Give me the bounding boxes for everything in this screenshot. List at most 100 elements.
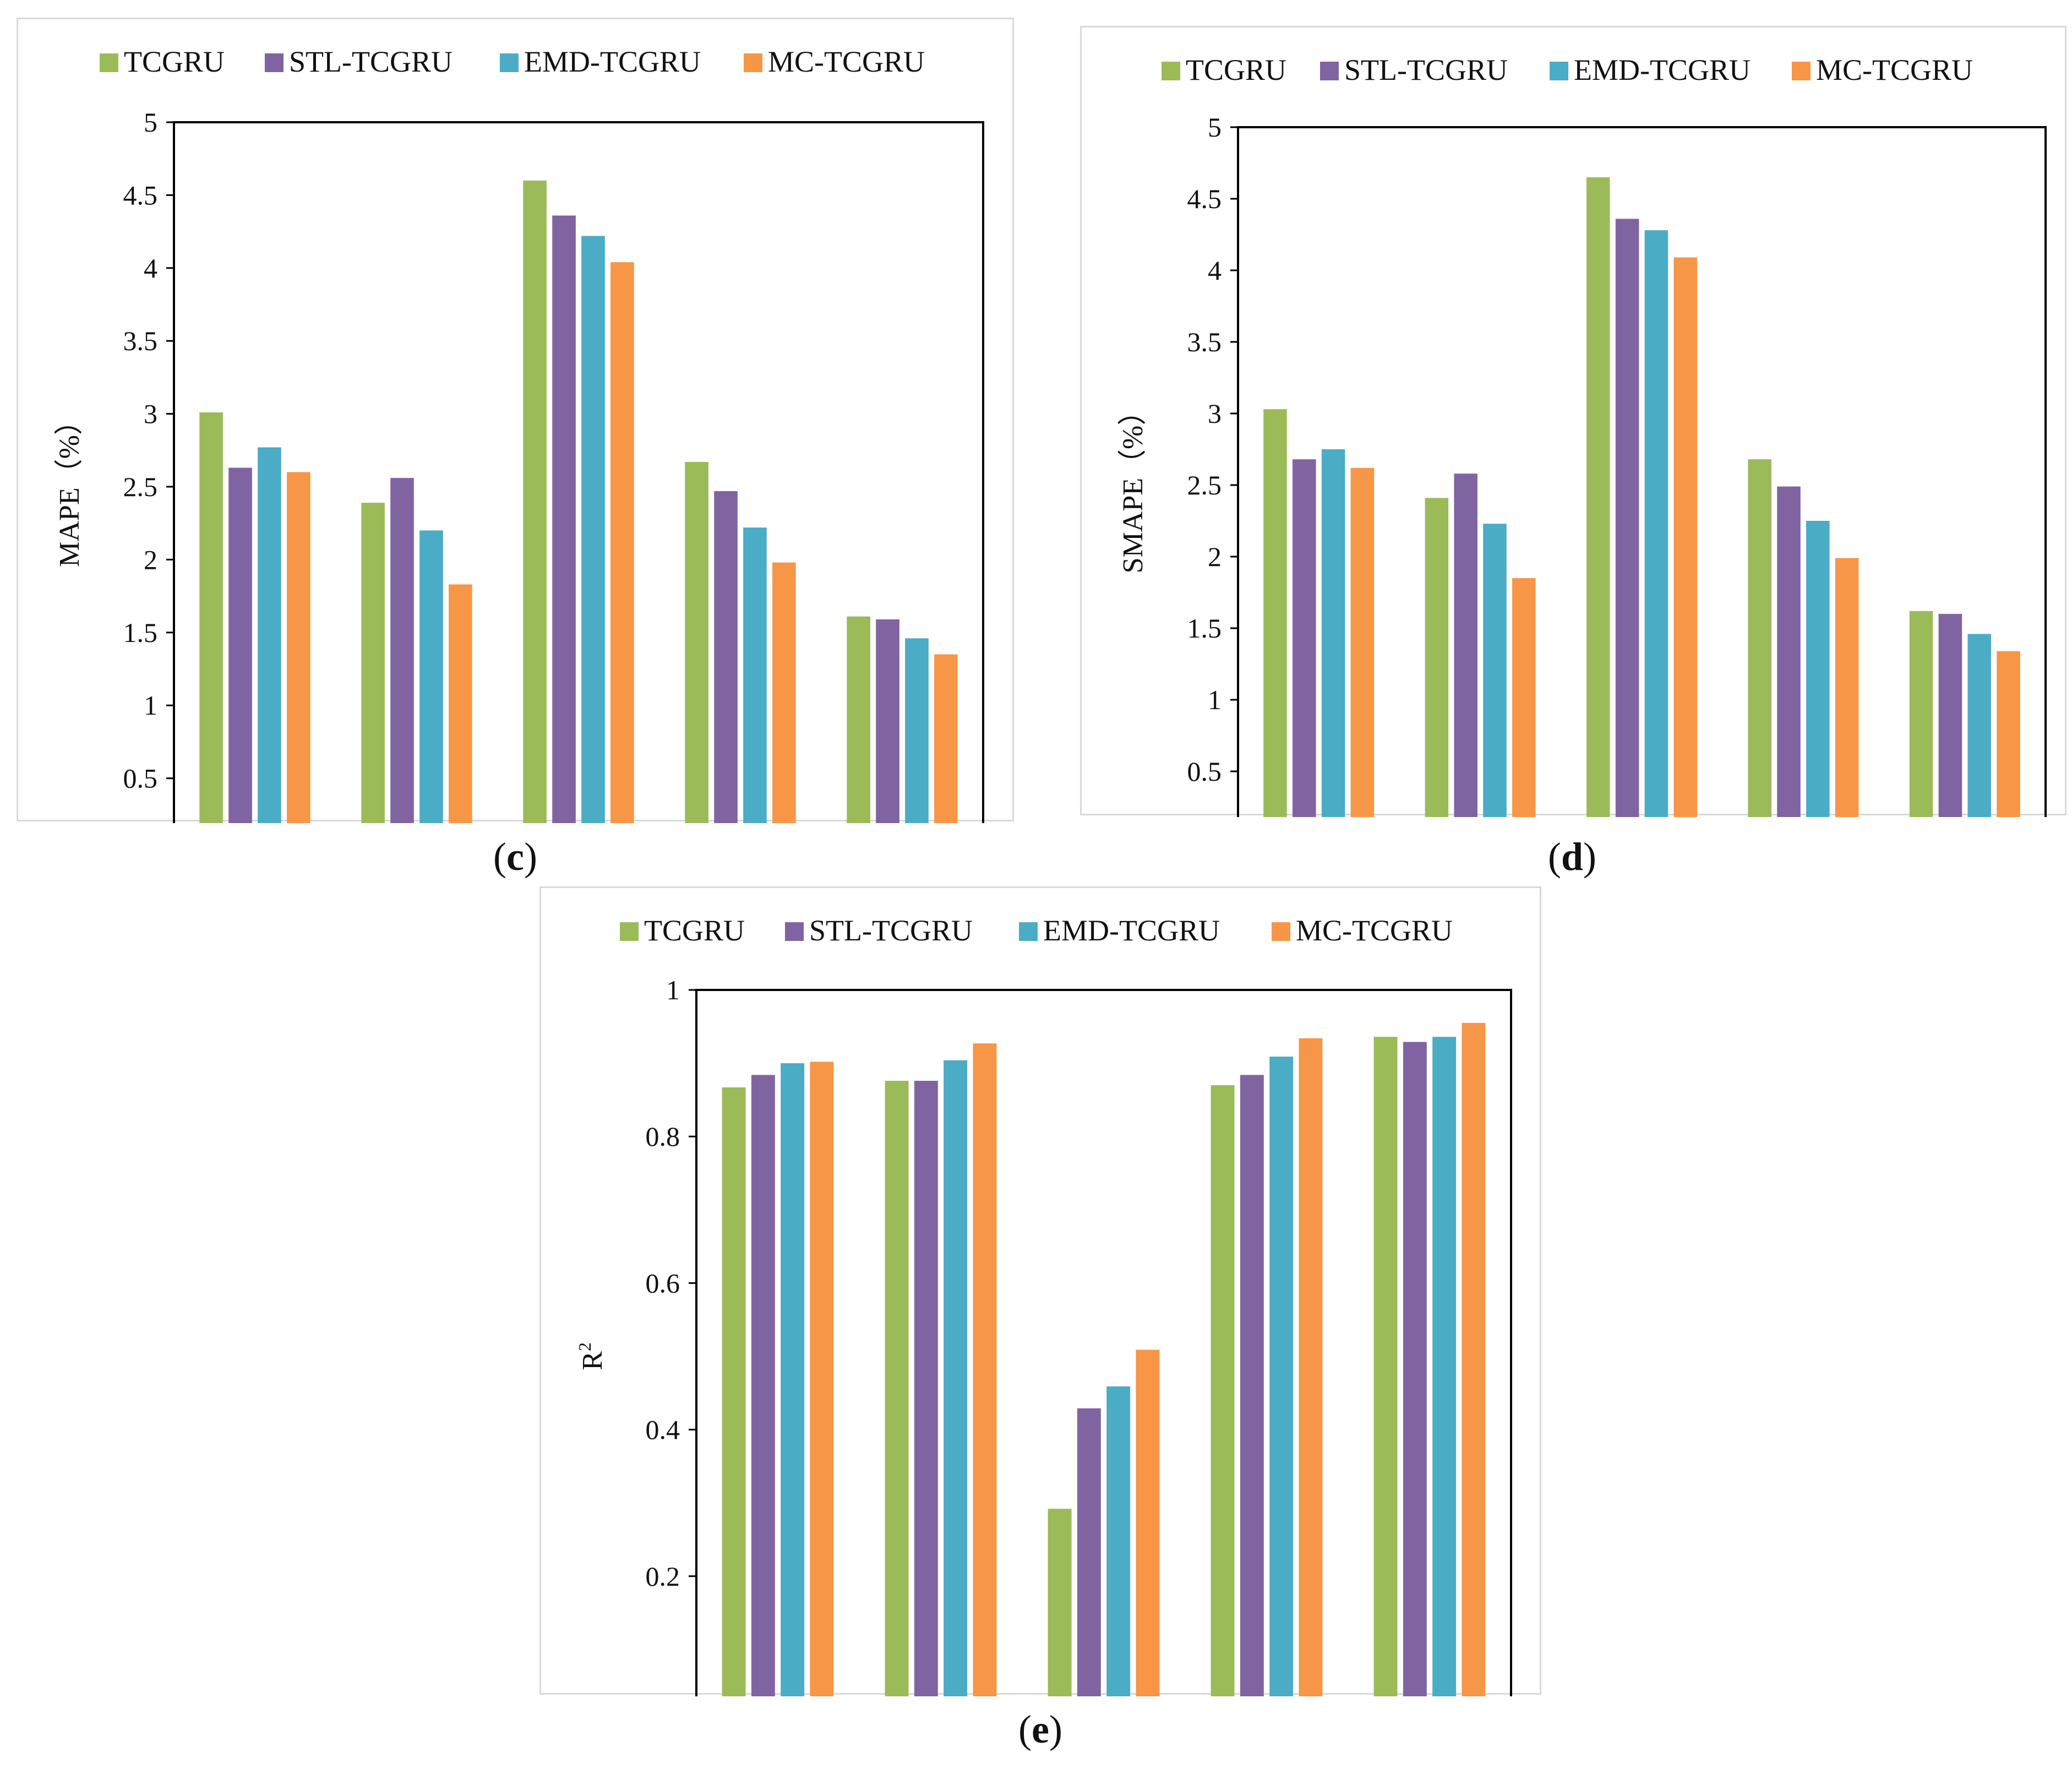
bar-emd-tcgru-p3	[1106, 1386, 1131, 1696]
bar-stl-tcgru-p3	[552, 215, 576, 823]
legend-label: TCGRU	[1186, 53, 1286, 86]
bar-emd-tcgru-p4	[743, 527, 767, 823]
y-axis-label: R2	[575, 1342, 608, 1370]
legend-swatch	[500, 53, 519, 72]
y-tick-label: 2	[1208, 541, 1222, 572]
caption-e: (e)	[1018, 1707, 1062, 1751]
legend-swatch	[1792, 62, 1811, 80]
y-tick-label: 3.5	[1187, 326, 1222, 357]
bar-emd-tcgru-p5	[1967, 634, 1991, 817]
bar-stl-tcgru-p5	[1938, 614, 1962, 817]
legend-label: STL-TCGRU	[809, 914, 973, 947]
y-tick-label: 1.5	[123, 617, 158, 648]
y-tick-label: 2.5	[123, 471, 158, 502]
caption-e-letter: e	[1032, 1707, 1049, 1751]
legend-label: EMD-TCGRU	[1574, 53, 1751, 86]
bar-mc-tcgru-p3	[610, 262, 634, 823]
y-tick-label: 4.5	[1187, 183, 1222, 214]
bar-mc-tcgru-p2	[1512, 578, 1536, 817]
legend-label: STL-TCGRU	[289, 45, 452, 78]
chart-c: 00.511.522.533.544.55MAPE（%）P1P2P3P4P5TC…	[54, 45, 984, 823]
y-tick-label: 4.5	[123, 179, 158, 210]
bar-stl-tcgru-p1	[751, 1075, 775, 1696]
legend-swatch	[1162, 62, 1180, 80]
bar-tcgru-p3	[523, 180, 547, 823]
bar-emd-tcgru-p1	[258, 447, 281, 823]
bar-emd-tcgru-p5	[905, 638, 929, 823]
legend-swatch	[265, 53, 283, 72]
legend-label: MC-TCGRU	[1296, 914, 1453, 947]
chart-e: 00.20.40.60.81R2P1P2P3P4P5TCGRUSTL-TCGRU…	[575, 914, 1512, 1696]
y-axis-label: SMAPE（%）	[1117, 397, 1149, 574]
legend-swatch	[1019, 922, 1038, 941]
bar-stl-tcgru-p2	[1454, 473, 1477, 817]
bar-mc-tcgru-p1	[810, 1062, 834, 1696]
bar-tcgru-p5	[1909, 611, 1933, 817]
bar-mc-tcgru-p4	[1299, 1038, 1323, 1696]
legend-label: TCGRU	[644, 914, 745, 947]
bar-emd-tcgru-p2	[944, 1060, 968, 1696]
chart-panel-d: 00.511.522.533.544.55SMAPE（%）P1P2P3P4P5T…	[1080, 26, 2066, 817]
caption-c-letter: c	[506, 835, 524, 879]
bar-stl-tcgru-p2	[914, 1081, 938, 1696]
bar-stl-tcgru-p1	[228, 467, 252, 823]
legend-label: EMD-TCGRU	[524, 45, 701, 78]
bar-mc-tcgru-p1	[287, 472, 310, 823]
bar-tcgru-p2	[361, 503, 385, 823]
bar-tcgru-p4	[1748, 459, 1771, 817]
bar-tcgru-p3	[1586, 177, 1610, 817]
bar-mc-tcgru-p5	[934, 654, 958, 823]
legend-label: STL-TCGRU	[1344, 53, 1508, 86]
bar-stl-tcgru-p2	[390, 478, 414, 823]
bar-tcgru-p5	[847, 616, 870, 823]
y-tick-label: 5	[1208, 112, 1222, 143]
bar-emd-tcgru-p4	[1806, 521, 1830, 817]
caption-d-letter: d	[1561, 835, 1584, 879]
y-tick-label: 0.4	[646, 1414, 680, 1445]
bar-tcgru-p4	[1211, 1085, 1235, 1696]
legend-swatch	[1550, 62, 1568, 80]
chart-panel-e: 00.20.40.60.81R2P1P2P3P4P5TCGRUSTL-TCGRU…	[539, 886, 1541, 1696]
y-tick-label: 0.5	[1187, 756, 1222, 787]
bar-emd-tcgru-p5	[1432, 1037, 1457, 1696]
bar-emd-tcgru-p1	[1321, 449, 1345, 817]
y-tick-label: 2.5	[1187, 470, 1222, 500]
legend-swatch	[1272, 922, 1290, 941]
legend-swatch	[744, 53, 762, 72]
y-tick-label: 1	[144, 690, 157, 721]
legend-label: MC-TCGRU	[1816, 53, 1973, 86]
chart-panel-c: 00.511.522.533.544.55MAPE（%）P1P2P3P4P5TC…	[17, 18, 1014, 823]
bar-stl-tcgru-p3	[1077, 1408, 1101, 1696]
y-tick-label: 0.6	[646, 1267, 680, 1298]
y-tick-label: 4	[1208, 255, 1222, 286]
bar-stl-tcgru-p1	[1293, 459, 1316, 817]
y-tick-label: 5	[144, 107, 157, 138]
bar-stl-tcgru-p5	[1403, 1042, 1427, 1696]
y-tick-label: 2	[144, 544, 157, 575]
bar-mc-tcgru-p3	[1673, 257, 1697, 817]
legend-swatch	[100, 53, 118, 72]
bar-emd-tcgru-p2	[1483, 524, 1507, 817]
bar-tcgru-p1	[722, 1087, 746, 1696]
bar-mc-tcgru-p5	[1997, 651, 2020, 817]
bar-stl-tcgru-p5	[876, 619, 899, 823]
legend-label: TCGRU	[124, 45, 225, 78]
y-axis-label: MAPE（%）	[54, 406, 85, 567]
y-tick-label: 0.2	[646, 1561, 680, 1592]
bar-stl-tcgru-p4	[714, 491, 738, 823]
bar-emd-tcgru-p2	[419, 530, 443, 823]
legend-swatch	[1320, 62, 1339, 80]
bar-tcgru-p4	[685, 461, 708, 823]
bar-tcgru-p1	[1263, 409, 1287, 817]
legend-label: MC-TCGRU	[768, 45, 925, 78]
bar-mc-tcgru-p2	[973, 1043, 997, 1696]
y-tick-label: 3	[144, 399, 157, 429]
y-tick-label: 3.5	[123, 325, 158, 356]
plot-area-frame	[695, 989, 1512, 1696]
y-tick-label: 0.5	[123, 763, 158, 794]
bar-tcgru-p1	[199, 412, 223, 823]
bar-mc-tcgru-p4	[1835, 558, 1859, 817]
y-tick-label: 1	[666, 975, 680, 1005]
bar-stl-tcgru-p4	[1240, 1075, 1264, 1696]
y-axis-label-superscript: 2	[575, 1342, 595, 1351]
